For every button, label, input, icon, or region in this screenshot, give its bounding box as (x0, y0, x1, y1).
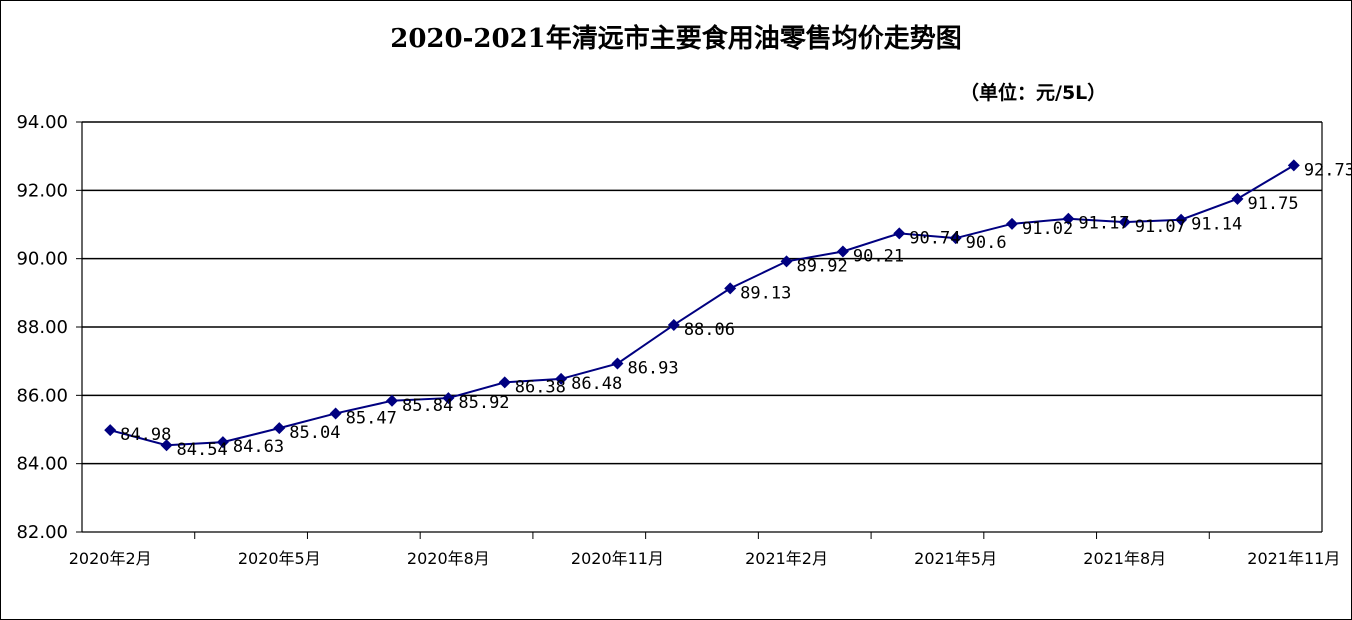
data-label: 89.13 (740, 283, 791, 303)
data-point-marker (329, 407, 342, 420)
unit-label: （单位：元/5L） (960, 82, 1107, 104)
y-tick-label: 88.00 (16, 317, 68, 338)
data-label: 86.48 (571, 374, 622, 394)
axes (76, 121, 1323, 539)
data-point-marker (780, 255, 793, 268)
gridlines (82, 121, 1322, 465)
x-tick-label: 2020年8月 (407, 549, 490, 568)
series-line-group (104, 159, 1300, 452)
data-point-marker (498, 376, 511, 389)
x-axis-tick-labels: 2020年2月 2020年5月 2020年8月 2020年11月 2021年2月 2021… (69, 549, 1341, 568)
data-label: 84.54 (177, 440, 228, 460)
data-point-marker (1006, 217, 1018, 230)
data-point-marker (611, 357, 624, 370)
y-tick-label: 84.00 (16, 454, 68, 475)
x-tick-label: 2021年2月 (745, 549, 828, 568)
data-label: 91.02 (1022, 219, 1073, 239)
data-point-marker (160, 439, 173, 452)
data-label: 91.07 (1135, 217, 1186, 237)
y-tick-label: 82.00 (16, 522, 68, 543)
data-point-marker (1231, 192, 1244, 205)
data-point-marker (724, 282, 737, 295)
data-point-marker (1287, 159, 1300, 172)
data-point-marker (1062, 212, 1075, 225)
data-label: 85.47 (346, 408, 397, 428)
data-label: 90.6 (966, 233, 1007, 253)
y-axis-tick-labels: 82.00 84.00 86.00 88.00 90.00 92.00 94.00 (16, 112, 68, 543)
y-tick-label: 94.00 (16, 112, 68, 133)
data-label: 90.74 (909, 228, 960, 248)
data-label: 91.14 (1191, 215, 1242, 235)
data-point-marker (1175, 213, 1188, 226)
data-point-marker (893, 227, 906, 240)
data-label: 85.84 (402, 396, 453, 416)
data-point-marker (667, 318, 680, 331)
x-tick-label: 2021年11月 (1247, 549, 1340, 568)
data-point-marker (104, 424, 117, 437)
data-point-marker (1118, 216, 1131, 229)
y-tick-label: 86.00 (16, 385, 68, 406)
data-label: 84.63 (233, 437, 284, 457)
data-label: 91.75 (1247, 194, 1298, 214)
data-label: 88.06 (684, 320, 735, 340)
x-tick-label: 2020年2月 (69, 549, 152, 568)
data-point-marker (273, 422, 286, 435)
data-label: 89.92 (797, 256, 848, 276)
y-tick-label: 92.00 (16, 180, 68, 201)
series-line (109, 164, 1295, 447)
data-point-marker (949, 232, 962, 245)
x-tick-label: 2021年5月 (914, 549, 997, 568)
x-tick-label: 2020年5月 (238, 549, 321, 568)
x-tick-label: 2020年11月 (571, 549, 664, 568)
data-label: 91.17 (1078, 214, 1129, 234)
data-point-marker (555, 372, 568, 385)
data-label: 86.38 (515, 377, 566, 397)
data-label: 92.73 (1304, 160, 1352, 180)
data-label: 85.92 (458, 393, 509, 413)
y-tick-label: 90.00 (16, 249, 68, 270)
data-point-marker (836, 245, 849, 258)
x-tick-label: 2021年8月 (1083, 549, 1166, 568)
data-label: 84.98 (120, 425, 171, 445)
data-label: 90.21 (853, 246, 904, 266)
chart-title: 2020-2021年清远市主要食用油零售均价走势图 (390, 24, 962, 54)
data-point-marker (216, 436, 229, 449)
data-point-marker (442, 392, 455, 405)
data-point-marker (386, 394, 398, 407)
data-label: 86.93 (627, 359, 678, 379)
data-label: 85.04 (289, 423, 340, 443)
